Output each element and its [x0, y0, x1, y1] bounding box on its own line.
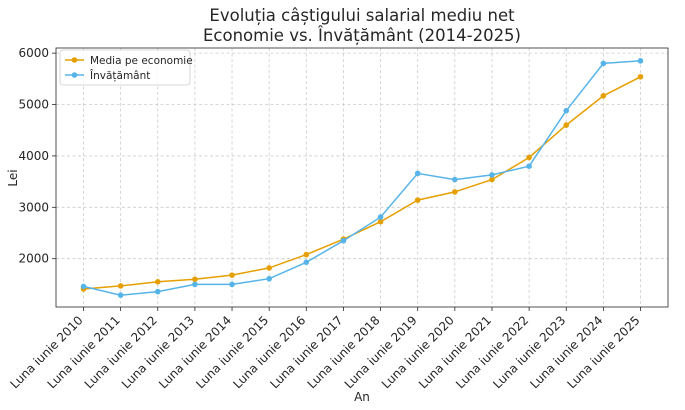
- y-tick-label: 3000: [18, 200, 49, 214]
- data-point: [266, 265, 272, 271]
- data-point: [489, 176, 495, 183]
- y-tick-label: 2000: [18, 252, 49, 266]
- data-point: [637, 73, 644, 80]
- data-point: [303, 259, 310, 266]
- y-axis-label: Lei: [6, 169, 20, 186]
- data-point: [117, 283, 124, 289]
- data-point: [526, 154, 532, 161]
- data-point: [637, 58, 644, 64]
- data-point: [340, 237, 347, 244]
- data-point: [266, 275, 272, 282]
- data-point: [229, 272, 235, 278]
- series-line-0: [83, 76, 641, 290]
- legend-marker-invatamant: [71, 72, 78, 78]
- legend-box: [59, 49, 191, 86]
- chart-title-line-1: Evoluția câștigului salarial mediu net: [209, 6, 515, 25]
- y-tick-label: 4000: [18, 149, 49, 163]
- data-point: [377, 218, 384, 225]
- legend-marker-economie: [71, 57, 78, 63]
- data-point: [452, 176, 458, 183]
- data-point: [229, 281, 235, 288]
- plot-frame: [55, 47, 669, 308]
- data-point: [154, 279, 161, 285]
- data-point: [489, 172, 495, 178]
- legend-label-economie: Media pe economie: [90, 55, 193, 67]
- data-point: [526, 163, 532, 169]
- data-point: [377, 214, 384, 220]
- y-tick-label: 5000: [18, 98, 49, 112]
- data-point: [414, 170, 421, 177]
- series-line-1: [83, 60, 641, 296]
- legend-label-invatamant: Învățământ: [89, 69, 150, 82]
- data-point: [80, 283, 87, 290]
- grid: [56, 48, 668, 307]
- data-point: [452, 189, 458, 195]
- data-point: [117, 292, 124, 298]
- data-point: [414, 197, 421, 203]
- data-point: [563, 107, 570, 114]
- legend: Media pe economie Învățământ: [59, 49, 193, 86]
- data-point: [600, 92, 607, 99]
- data-point: [600, 60, 607, 67]
- data-point: [192, 276, 198, 283]
- data-point: [192, 281, 198, 288]
- data-point: [303, 251, 310, 258]
- x-axis-label: An: [354, 390, 370, 404]
- y-tick-label: 6000: [18, 46, 49, 60]
- series-layer: [80, 58, 644, 298]
- y-axis: 2000 3000 4000 5000 6000: [18, 46, 56, 266]
- data-point: [154, 288, 161, 295]
- chart-title-line-2: Economie vs. Învățământ (2014-2025): [203, 26, 521, 45]
- data-point: [563, 122, 570, 128]
